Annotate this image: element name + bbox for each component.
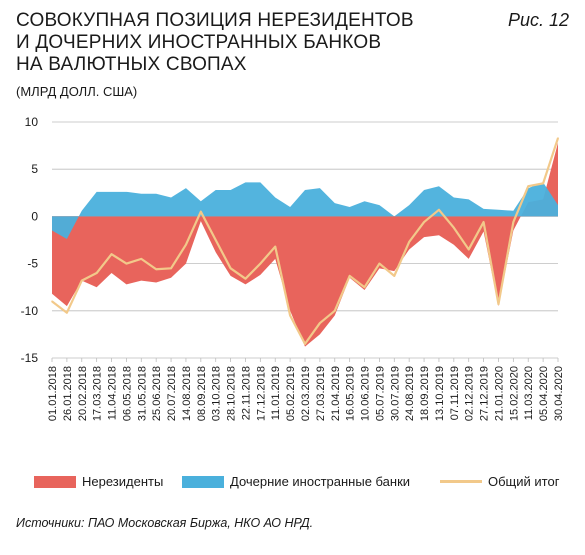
point-total: [467, 248, 470, 251]
x-tick-label: 03.10.2018: [211, 366, 223, 421]
legend-label-nonresidents: Нерезиденты: [82, 474, 164, 489]
point-total: [95, 272, 98, 274]
point-total: [229, 267, 232, 270]
x-tick-label: 10.06.2019: [360, 366, 372, 421]
point-total: [438, 208, 440, 211]
point-total: [274, 245, 277, 248]
point-total: [110, 253, 113, 255]
point-total: [497, 303, 500, 305]
chart-area: -15 -10 -5 0 5 10 01.01.2018 26.01.2018 20.02.20…: [21, 115, 565, 421]
y-tick-label: 0: [31, 209, 38, 223]
point-total: [512, 221, 515, 223]
area-nonresidents: [52, 142, 558, 347]
x-tick-label: 24.08.2019: [404, 366, 416, 421]
x-tick-label: 02.12.2019: [464, 366, 476, 421]
x-tick-label: 02.03.2019: [300, 366, 312, 421]
legend-label-subsidiaries: Дочерние иностранные банки: [230, 474, 411, 489]
x-tick-label: 22.11.2018: [240, 366, 252, 420]
x-tick-label: 16.05.2019: [345, 366, 357, 421]
x-tick-label: 28.10.2018: [226, 366, 238, 421]
point-total: [333, 310, 336, 312]
x-tick-label: 13.10.2019: [434, 366, 446, 421]
point-total: [348, 275, 351, 277]
point-total: [140, 258, 143, 260]
x-tick-label: 18.09.2019: [419, 366, 431, 421]
x-tick-label: 06.05.2018: [121, 366, 133, 421]
point-total: [200, 210, 202, 213]
x-tick-label: 08.09.2018: [196, 366, 208, 421]
x-tick-label: 05.02.2019: [285, 366, 297, 421]
point-total: [170, 267, 172, 270]
x-tick-label: 17.03.2018: [92, 366, 104, 421]
legend-label-total: Общий итог: [488, 474, 560, 489]
x-tick-label: 05.07.2019: [374, 366, 386, 421]
x-tick-label: 01.01.2018: [47, 366, 59, 421]
x-tick-label: 07.11.2019: [449, 366, 461, 420]
y-tick-label: 5: [31, 162, 38, 176]
x-tick-label: 20.02.2018: [77, 366, 89, 421]
point-total: [304, 343, 306, 345]
x-tick-label: 20.07.2018: [166, 366, 178, 421]
point-total: [527, 185, 530, 187]
point-total: [259, 262, 262, 265]
point-total: [482, 221, 485, 223]
point-total: [80, 279, 83, 282]
x-tick-label: 21.04.2019: [330, 366, 342, 421]
point-total: [155, 268, 157, 271]
chart-title-line-2: И ДОЧЕРНИХ ИНОСТРАННЫХ БАНКОВ: [16, 32, 382, 53]
x-tick-label: 21.01.2020: [493, 366, 505, 421]
legend-swatch-subsidiaries: [182, 475, 224, 488]
x-tick-label: 14.08.2018: [181, 366, 193, 421]
chart-title-line-1: СОВОКУПНАЯ ПОЗИЦИЯ НЕРЕЗИДЕНТОВ: [16, 10, 414, 31]
point-total: [66, 311, 68, 314]
point-total: [378, 262, 381, 265]
x-tick-label: 17.12.2018: [255, 366, 267, 421]
x-tick-label: 30.07.2019: [389, 366, 401, 421]
legend-item-total: Общий итог: [440, 474, 559, 489]
x-tick-label: 26.01.2018: [62, 366, 74, 421]
y-tick-label: -15: [21, 351, 39, 365]
x-tick-label: 25.06.2018: [151, 366, 163, 421]
x-tick-label: 31.05.2018: [136, 366, 148, 421]
source-note: Источники: ПАО Московская Биржа, НКО АО …: [16, 516, 314, 530]
x-tick-label: 11.03.2020: [523, 366, 535, 420]
point-total: [363, 286, 366, 289]
chart-subtitle: (МЛРД ДОЛЛ. США): [16, 84, 138, 99]
x-tick-label: 27.12.2019: [479, 366, 491, 421]
chart-title: СОВОКУПНАЯ ПОЗИЦИЯ НЕРЕЗИДЕНТОВ И ДОЧЕРН…: [16, 10, 486, 76]
point-total: [319, 322, 321, 324]
x-tick-label: 11.04.2018: [107, 366, 119, 420]
y-tick-label: -5: [27, 257, 38, 271]
legend-item-subsidiaries: Дочерние иностранные банки: [182, 474, 410, 489]
x-tick-label: 11.01.2019: [270, 366, 282, 420]
point-total: [125, 262, 128, 265]
point-total: [423, 221, 425, 223]
point-total: [51, 300, 53, 303]
y-tick-label: 10: [25, 115, 39, 129]
x-tick-label: 05.04.2020: [538, 366, 550, 421]
chart-title-line-3: НА ВАЛЮТНЫХ СВОПАХ: [16, 54, 247, 75]
legend-swatch-total: [440, 480, 482, 483]
point-total: [185, 243, 187, 246]
y-tick-label: -10: [21, 304, 39, 318]
point-total: [453, 226, 455, 229]
point-total: [289, 314, 291, 317]
point-total: [244, 277, 247, 280]
legend-item-nonresidents: Нерезиденты: [34, 474, 163, 489]
figure-label: Рис. 12: [507, 10, 569, 30]
legend-swatch-nonresidents: [34, 475, 76, 488]
point-total: [393, 275, 396, 277]
point-total: [542, 182, 544, 185]
point-total: [557, 137, 559, 139]
point-total: [408, 241, 410, 243]
area-subsidiaries: [52, 182, 558, 240]
x-tick-label: 27.03.2019: [315, 366, 327, 421]
x-tick-label: 15.02.2020: [508, 366, 520, 421]
x-tick-label: 30.04.2020: [553, 366, 565, 421]
point-total: [214, 239, 217, 241]
legend: Нерезиденты Дочерние иностранные банки О…: [0, 474, 585, 494]
